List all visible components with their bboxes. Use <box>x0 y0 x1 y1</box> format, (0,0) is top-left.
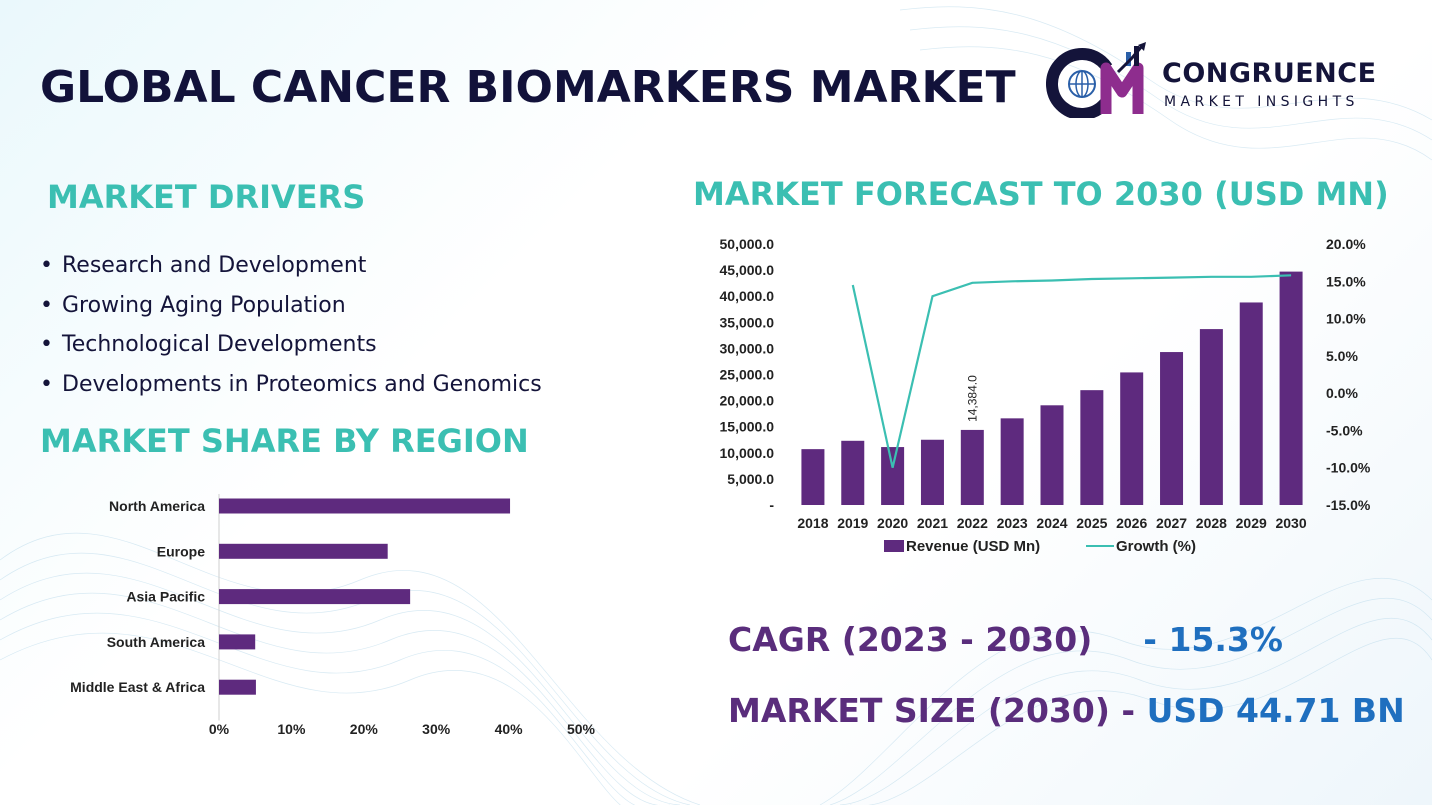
data-label: 14,384.0 <box>965 375 979 422</box>
right-tick-label: 5.0% <box>1326 348 1358 364</box>
bar <box>1279 271 1303 505</box>
x-tick-label: 2018 <box>797 515 828 531</box>
x-tick-label: 2030 <box>1275 515 1306 531</box>
x-tick-label: 2025 <box>1076 515 1107 531</box>
bullet-icon: • <box>40 332 53 357</box>
right-tick-label: 10.0% <box>1326 311 1366 327</box>
tick-label: 30% <box>422 721 451 737</box>
right-tick-label: 20.0% <box>1326 236 1366 252</box>
left-tick-label: 5,000.0 <box>727 471 774 487</box>
bar <box>219 679 256 695</box>
tick-label: 20% <box>350 721 379 737</box>
cagr-value: - 15.3% <box>1143 620 1283 659</box>
market-drivers-title: MARKET DRIVERS <box>47 178 366 216</box>
bar <box>881 447 905 505</box>
category-label: Asia Pacific <box>126 589 205 605</box>
left-tick-label: 45,000.0 <box>720 262 775 278</box>
bar <box>1040 405 1064 505</box>
left-tick-label: 35,000.0 <box>720 314 775 330</box>
bar <box>1000 418 1024 505</box>
x-tick-label: 2027 <box>1156 515 1187 531</box>
left-tick-label: 20,000.0 <box>720 393 775 409</box>
tick-label: 40% <box>495 721 524 737</box>
tick-label: 50% <box>567 721 596 737</box>
cagr-label: CAGR (2023 - 2030) <box>728 620 1093 659</box>
left-tick-label: 40,000.0 <box>720 288 775 304</box>
right-tick-label: 15.0% <box>1326 273 1366 289</box>
growth-line <box>851 274 1292 468</box>
bar <box>219 589 411 605</box>
right-tick-label: 0.0% <box>1326 385 1358 401</box>
bar <box>801 449 825 505</box>
bar <box>1080 390 1104 505</box>
left-tick-label: 30,000.0 <box>720 340 775 356</box>
x-tick-label: 2028 <box>1196 515 1227 531</box>
market-drivers-list: • Research and Development • Growing Aging… <box>40 250 542 408</box>
bar <box>1160 352 1184 505</box>
category-label: Middle East & Africa <box>70 679 205 695</box>
legend-swatch-revenue <box>884 540 904 552</box>
category-label: North America <box>109 498 205 514</box>
x-tick-label: 2024 <box>1036 515 1067 531</box>
tick-label: 10% <box>277 721 306 737</box>
x-tick-label: 2026 <box>1116 515 1147 531</box>
bar <box>1199 329 1223 505</box>
left-tick-label: 10,000.0 <box>720 445 775 461</box>
driver-label: Growing Aging Population <box>62 292 346 318</box>
left-tick-label: - <box>769 497 774 513</box>
right-tick-label: -10.0% <box>1326 460 1371 476</box>
bullet-icon: • <box>40 292 53 318</box>
x-tick-label: 2019 <box>837 515 868 531</box>
bar <box>1120 372 1144 505</box>
bar <box>920 439 944 505</box>
driver-item: • Research and Development <box>40 250 542 290</box>
left-tick-label: 50,000.0 <box>720 236 775 252</box>
x-tick-label: 2029 <box>1236 515 1267 531</box>
logo-mark-icon <box>1046 42 1146 120</box>
bullet-icon: • <box>40 371 53 397</box>
right-tick-label: -15.0% <box>1326 497 1371 513</box>
bar <box>841 440 865 505</box>
bar <box>219 543 388 559</box>
page-title: GLOBAL CANCER BIOMARKERS MARKET <box>40 62 1016 113</box>
driver-item: • Growing Aging Population <box>40 290 542 330</box>
right-tick-label: -5.0% <box>1326 422 1363 438</box>
logo-name: CONGRUENCE <box>1162 58 1377 89</box>
x-tick-label: 2022 <box>957 515 988 531</box>
region-share-chart: North America Europe Asia Pacific South Ame… <box>70 494 596 737</box>
logo-tagline: MARKET INSIGHTS <box>1164 94 1359 110</box>
bullet-icon: • <box>40 253 53 278</box>
market-size-value: USD 44.71 BN <box>1146 691 1405 730</box>
driver-label: Technological Developments <box>62 332 377 357</box>
bar <box>960 429 984 505</box>
driver-item: • Developments in Proteomics and Genomics <box>40 369 542 409</box>
market-size-kpi: MARKET SIZE (2030) - USD 44.71 BN <box>728 691 1405 730</box>
region-share-title: MARKET SHARE BY REGION <box>40 422 529 460</box>
category-label: South America <box>107 634 205 650</box>
forecast-chart: - 5,000.0 10,000.0 15,000.0 20,000.0 25,000.0… <box>720 236 1371 555</box>
bar <box>1239 302 1263 505</box>
legend-label-growth: Growth (%) <box>1116 538 1196 555</box>
x-tick-label: 2023 <box>997 515 1028 531</box>
bar <box>219 634 256 650</box>
forecast-title: MARKET FORECAST TO 2030 (USD MN) <box>693 175 1389 213</box>
category-label: Europe <box>157 543 205 559</box>
left-tick-label: 15,000.0 <box>720 419 775 435</box>
legend-label-revenue: Revenue (USD Mn) <box>906 538 1040 555</box>
market-size-label: MARKET SIZE (2030) - <box>728 691 1136 730</box>
x-tick-label: 2021 <box>917 515 948 531</box>
driver-item: • Technological Developments <box>40 329 542 369</box>
bar <box>219 498 511 514</box>
driver-label: Developments in Proteomics and Genomics <box>62 371 542 397</box>
cagr-kpi: CAGR (2023 - 2030) - 15.3% <box>728 620 1283 659</box>
driver-label: Research and Development <box>62 253 367 278</box>
company-logo: CONGRUENCE MARKET INSIGHTS <box>1046 42 1396 120</box>
x-tick-label: 2020 <box>877 515 908 531</box>
tick-label: 0% <box>209 721 230 737</box>
left-tick-label: 25,000.0 <box>720 367 775 383</box>
